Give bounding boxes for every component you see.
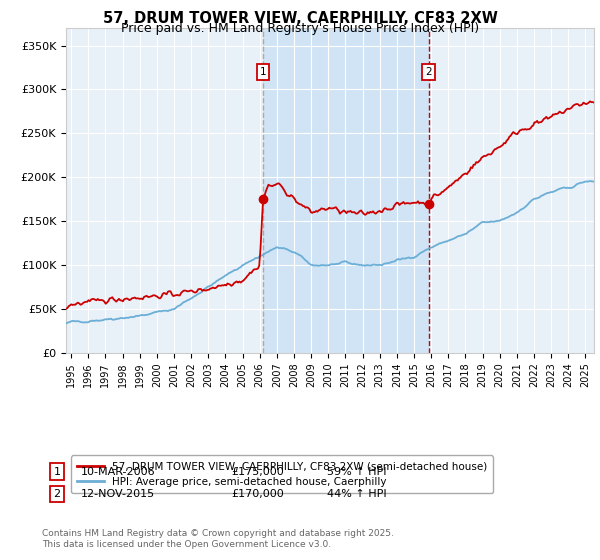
Text: 44% ↑ HPI: 44% ↑ HPI	[327, 489, 386, 499]
Text: 2: 2	[425, 67, 432, 77]
Text: 1: 1	[260, 67, 266, 77]
Text: Price paid vs. HM Land Registry's House Price Index (HPI): Price paid vs. HM Land Registry's House …	[121, 22, 479, 35]
Text: £170,000: £170,000	[231, 489, 284, 499]
Text: £175,000: £175,000	[231, 466, 284, 477]
Text: 59% ↑ HPI: 59% ↑ HPI	[327, 466, 386, 477]
Text: 10-MAR-2006: 10-MAR-2006	[81, 466, 155, 477]
Text: Contains HM Land Registry data © Crown copyright and database right 2025.
This d: Contains HM Land Registry data © Crown c…	[42, 529, 394, 549]
Text: 2: 2	[53, 489, 61, 499]
Text: 1: 1	[53, 466, 61, 477]
Bar	[263, 28, 429, 353]
Text: 12-NOV-2015: 12-NOV-2015	[81, 489, 155, 499]
Legend: 57, DRUM TOWER VIEW, CAERPHILLY, CF83 2XW (semi-detached house), HPI: Average pr: 57, DRUM TOWER VIEW, CAERPHILLY, CF83 2X…	[71, 455, 493, 493]
Text: 57, DRUM TOWER VIEW, CAERPHILLY, CF83 2XW: 57, DRUM TOWER VIEW, CAERPHILLY, CF83 2X…	[103, 11, 497, 26]
